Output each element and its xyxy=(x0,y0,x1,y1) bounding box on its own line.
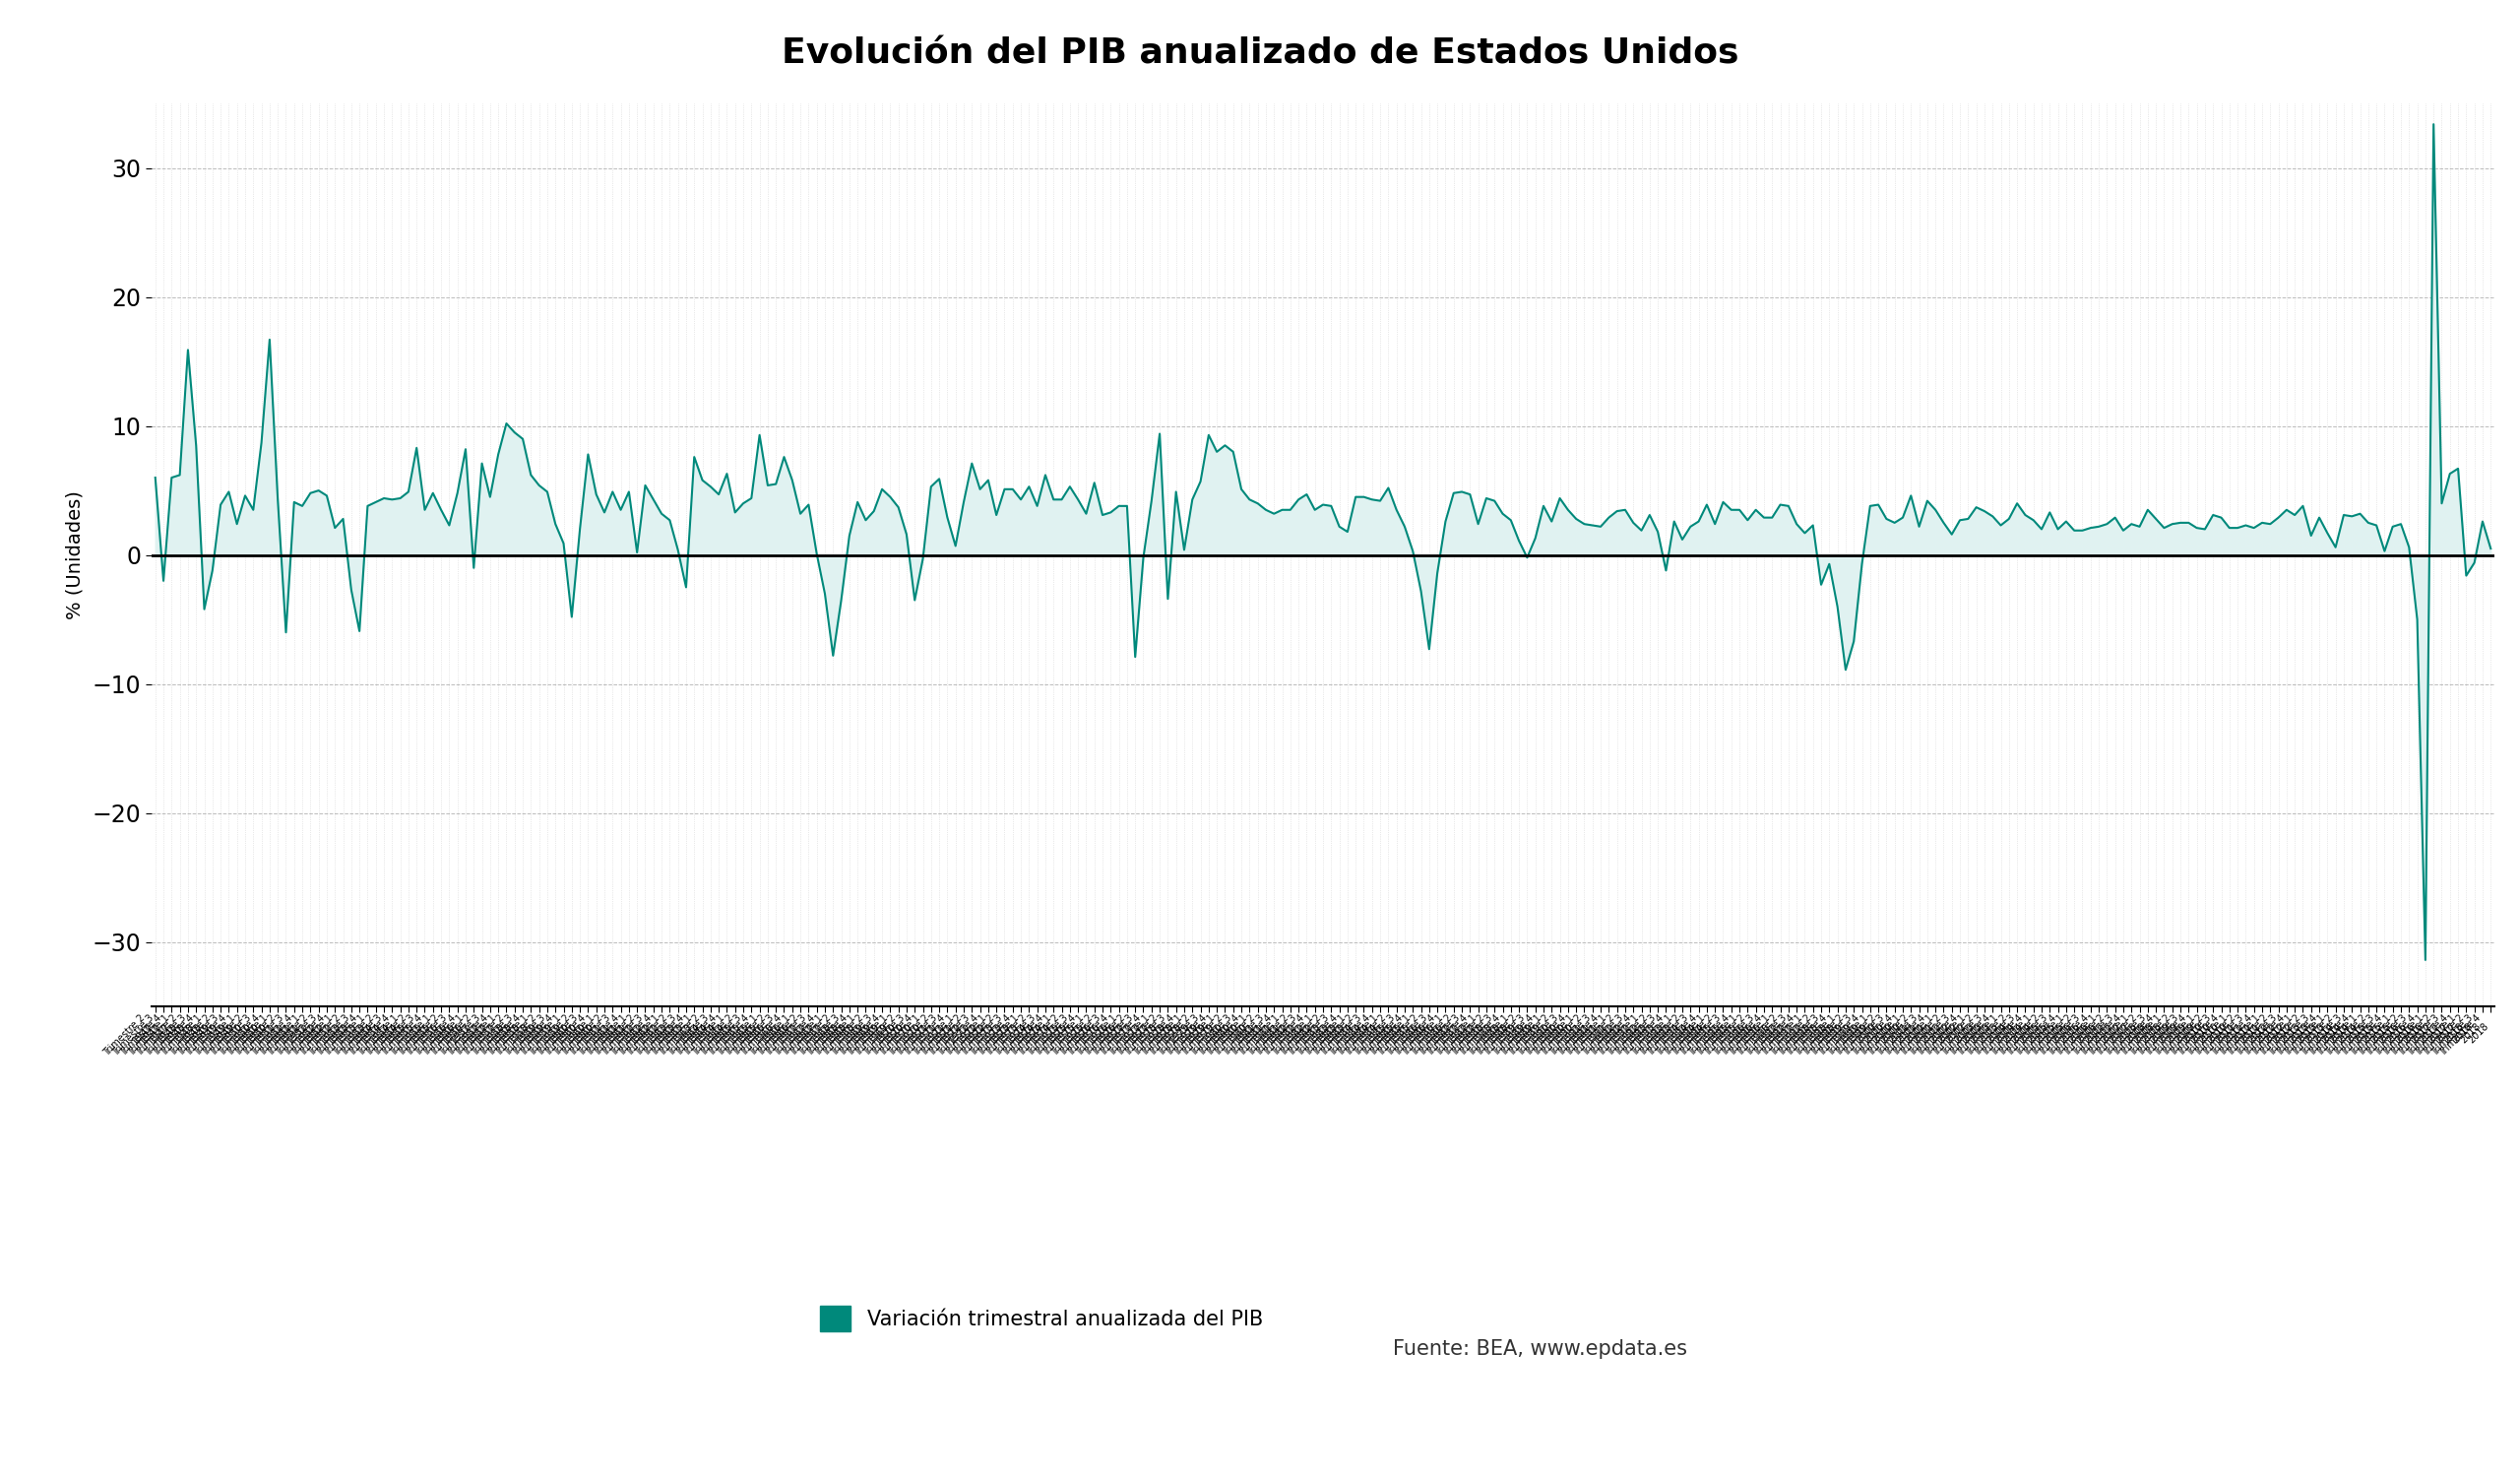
Y-axis label: % (Unidades): % (Unidades) xyxy=(66,490,83,620)
Text: Evolución del PIB anualizado de Estados Unidos: Evolución del PIB anualizado de Estados … xyxy=(781,37,1739,71)
Legend: Variación trimestral anualizada del PIB: Variación trimestral anualizada del PIB xyxy=(811,1298,1273,1339)
Text: Fuente: BEA, www.epdata.es: Fuente: BEA, www.epdata.es xyxy=(1394,1339,1688,1359)
